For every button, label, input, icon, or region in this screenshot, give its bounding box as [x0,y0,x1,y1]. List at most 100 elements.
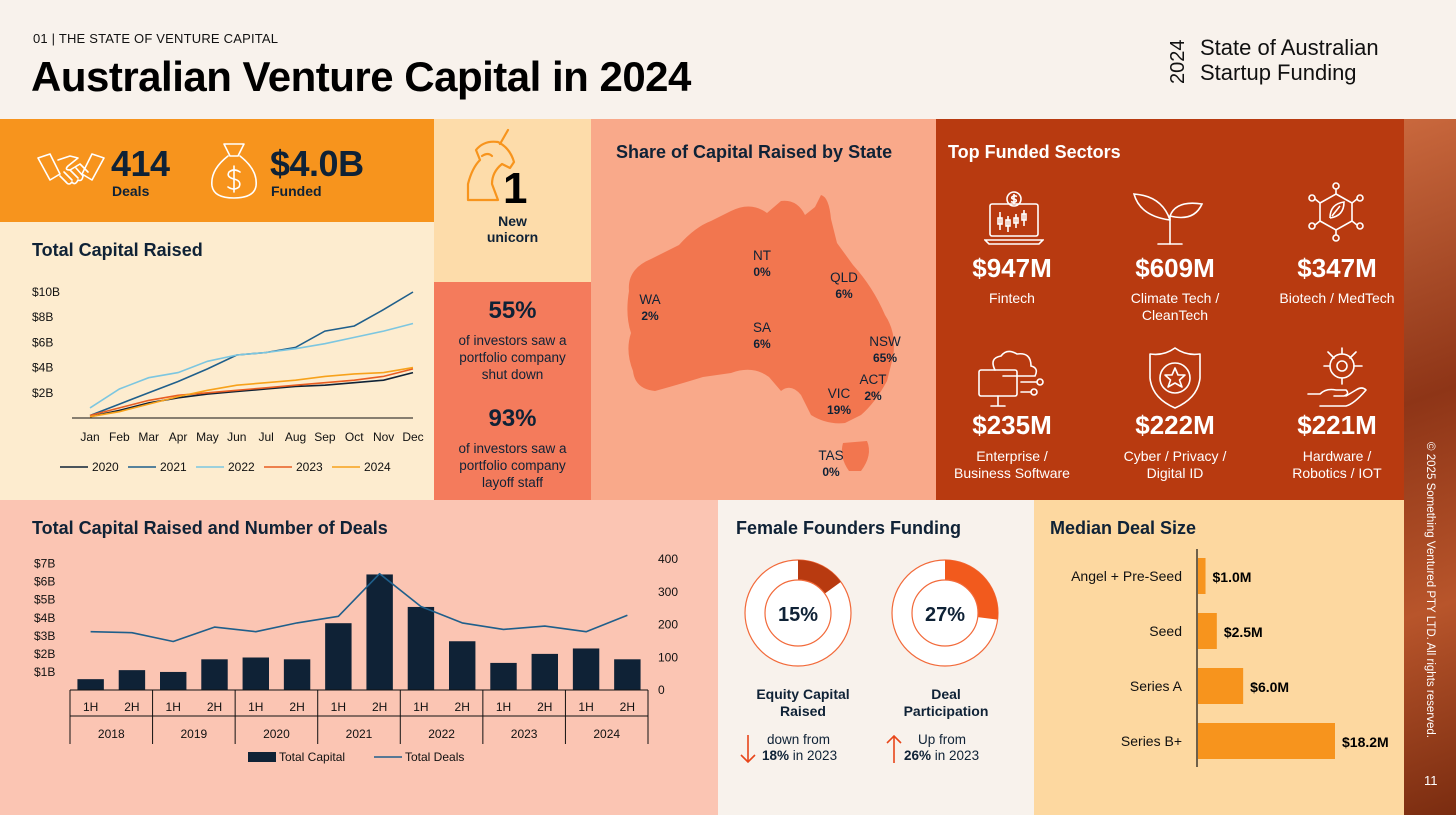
deals-label: Deals [112,183,150,199]
legend-label-2023: 2023 [296,460,323,474]
equity-caption-1: Equity Capital [756,686,850,702]
y-left-tick-label: $6B [34,575,55,589]
unicorn-label: New unicorn [434,213,591,245]
y-tick-label: $10B [32,285,60,299]
state-act-pct: 2% [864,389,882,403]
half-label: 2H [620,700,635,714]
state-tas: TAS 0% [814,448,848,480]
money-bag-icon [211,143,257,199]
hand-chip-icon [1307,347,1367,407]
capital-bar [490,662,517,690]
molecule-leaf-icon [1308,182,1364,242]
australia-map [627,195,894,471]
brand-title: State of Australian Startup Funding [1200,35,1379,85]
state-wa: WA 2% [636,292,664,324]
half-label: 1H [248,700,263,714]
state-tas-pct: 0% [822,465,840,479]
equity-note-bold: 18% [762,748,790,763]
state-sa-name: SA [752,320,771,335]
median-title: Median Deal Size [1050,518,1197,538]
y-right-tick-label: 200 [658,618,678,632]
capital-bar [449,641,476,690]
state-qld: QLD 6% [826,270,862,302]
deal-donut-value: 27% [925,604,965,626]
x-tick-label: Jun [227,430,246,444]
handshake-icon [37,153,105,185]
state-nsw-name: NSW [869,334,901,349]
series-line-2022 [89,322,414,409]
sprout-icon [1132,193,1204,245]
half-label: 1H [413,700,428,714]
section-kicker: 01 | THE STATE OF VENTURE CAPITAL [33,31,279,46]
capital-deals-combo-chart: $1B $2B $3B $4B $5B $6B $7B 0 100 200 300 400 1H 2H 1H… [34,552,678,764]
legend-label-2022: 2022 [228,460,255,474]
copyright-text: © 2025 Something Ventured PTY LTD. All r… [1424,442,1436,738]
x-tick-label: Jan [80,430,99,444]
year-label: 2024 [593,727,620,741]
half-label: 1H [166,700,181,714]
sector-hardware-name-1: Hardware / [1302,448,1372,464]
sector-biotech-name-1: Biotech / MedTech [1279,290,1395,306]
capital-bar [283,659,311,690]
year-label: 2023 [511,727,538,741]
median-bar [1198,723,1335,759]
investor-panel [434,282,591,500]
page-title: Australian Venture Capital in 2024 [31,53,691,100]
median-value-label: $18.2M [1342,734,1389,750]
combo-chart-title: Total Capital Raised and Number of Deals [32,518,388,538]
state-qld-pct: 6% [835,287,853,301]
x-tick-label: Aug [285,430,306,444]
year-label: 2022 [428,727,455,741]
state-act-name: ACT [859,372,887,387]
sector-cyber-name-1: Cyber / Privacy / [1123,448,1227,464]
investor-stat-1-line-2: portfolio company [459,350,566,365]
state-nsw-pct: 65% [872,351,898,365]
y-left-tick-label: $4B [34,611,55,625]
equity-note: down from 18% in 2023 [762,732,837,764]
state-vic-pct: 19% [826,403,852,417]
investor-stat-2-line-2: portfolio company [459,458,566,473]
legend-swatch-capital [248,752,276,762]
brand-year: 2024 [1167,40,1189,85]
x-tick-label: Nov [373,430,394,444]
deals-value: 414 [111,143,170,184]
deal-note-rest: in 2023 [931,748,980,763]
capital-bar [118,670,146,690]
state-act: ACT 2% [856,372,890,404]
sector-enterprise-value: $235M [972,410,1052,440]
state-vic-name: VIC [827,386,851,401]
year-label: 2021 [346,727,373,741]
kpi-panel [0,119,434,222]
series-line-2024 [89,366,414,418]
legend-label-2020: 2020 [92,460,119,474]
y-left-tick-label: $7B [34,557,55,571]
y-tick-label: $4B [32,361,53,375]
deal-note: Up from 26% in 2023 [904,732,979,764]
brand-year-text: 2024 [1167,40,1189,85]
female-founders-title: Female Founders Funding [736,518,962,538]
sectors-panel [936,119,1404,500]
investor-stat-2-value: 93% [488,405,537,432]
median-bar [1198,668,1244,704]
capital-bar [325,623,352,690]
state-sa: SA 6% [748,320,776,352]
legend-label-2024: 2024 [364,460,391,474]
arrow-up-icon [886,734,902,763]
deal-note-bold: 26% [904,748,932,763]
equity-donut-value: 15% [778,604,818,626]
map-title: Share of Capital Raised by State [616,142,893,162]
legend-label-deals: Total Deals [405,750,464,764]
y-right-tick-label: 400 [658,552,678,566]
capital-bar [242,657,269,690]
half-label: 1H [331,700,346,714]
australia-mainland-shape [627,195,894,424]
unicorn-label-1: New [498,213,527,229]
sector-hardware-value: $221M [1297,410,1377,440]
half-label: 2H [124,700,139,714]
x-tick-label: Jul [259,430,274,444]
y-right-tick-label: 100 [658,650,678,664]
laptop-dollar-icon [984,191,1044,245]
median-value-label: $2.5M [1224,624,1263,640]
y-left-tick-label: $1B [34,665,55,679]
y-right-tick-label: 0 [658,683,665,697]
